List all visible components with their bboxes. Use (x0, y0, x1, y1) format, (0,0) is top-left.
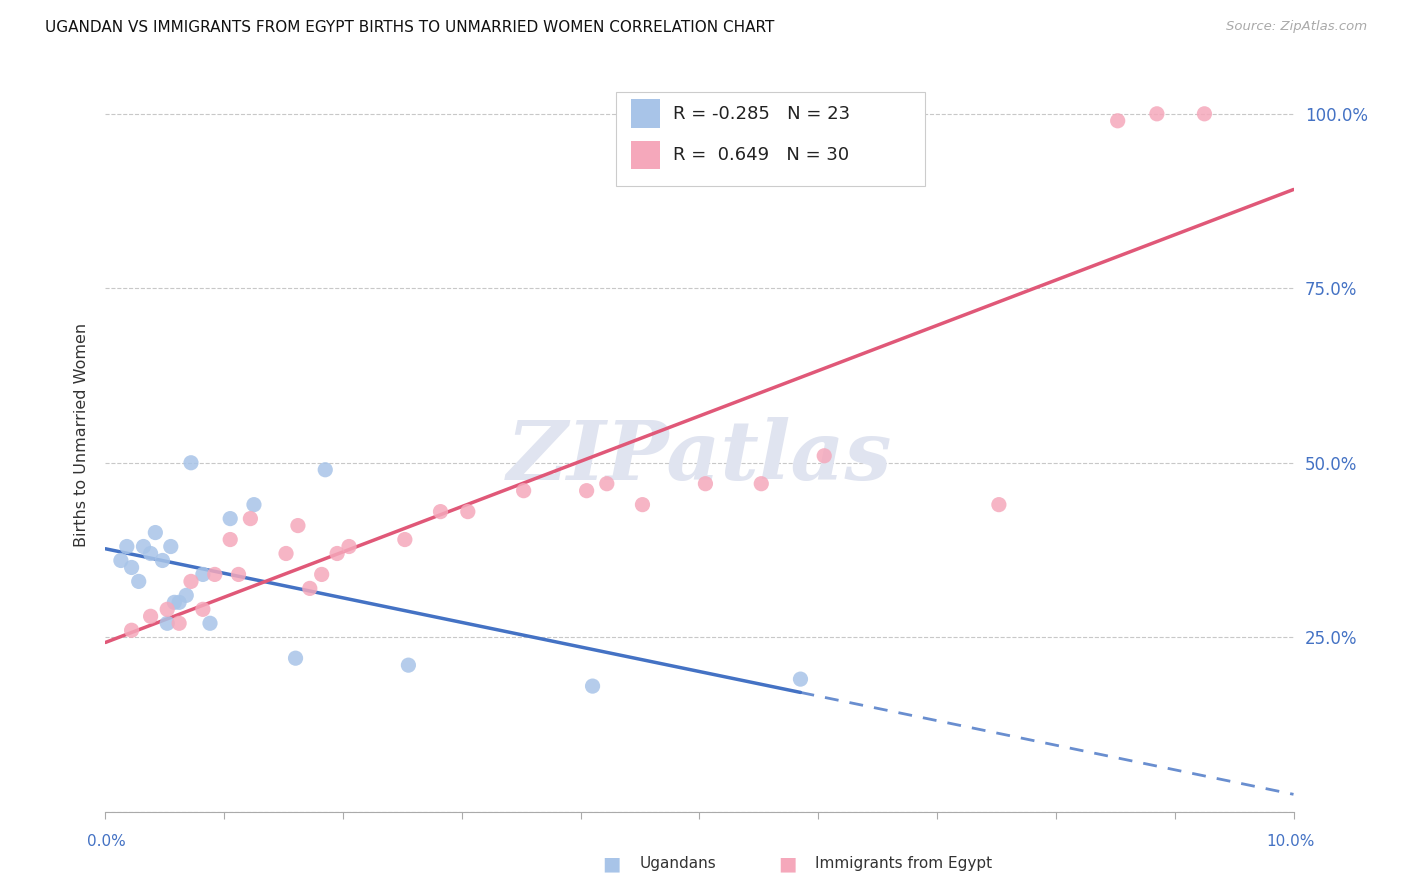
Point (152, 553, 174, 567)
Point (198, 616, 221, 631)
Point (239, 511, 262, 525)
Text: R = -0.285   N = 23: R = -0.285 N = 23 (673, 104, 851, 122)
Point (337, 540, 360, 554)
Text: ZIPatlas: ZIPatlas (506, 417, 893, 498)
Point (987, 498, 1010, 512)
Point (813, 449, 835, 463)
Point (581, 679, 603, 693)
Point (1146, 107, 1168, 121)
Text: ■: ■ (778, 854, 797, 873)
Point (143, 525, 166, 540)
Point (191, 602, 214, 616)
Point (394, 533, 416, 547)
Point (1194, 107, 1216, 121)
Y-axis label: Births to Unmarried Women: Births to Unmarried Women (73, 323, 89, 547)
Point (575, 483, 598, 498)
Point (156, 616, 179, 631)
Point (167, 616, 190, 631)
Point (128, 574, 150, 589)
Point (219, 533, 242, 547)
Point (429, 505, 451, 519)
Point (180, 574, 202, 589)
Bar (630, 99, 661, 128)
Point (596, 476, 619, 491)
Point (159, 540, 181, 554)
Point (191, 567, 214, 582)
Point (695, 476, 717, 491)
Point (204, 567, 226, 582)
Point (163, 595, 186, 609)
Point (121, 560, 143, 574)
Text: UGANDAN VS IMMIGRANTS FROM EGYPT BIRTHS TO UNMARRIED WOMEN CORRELATION CHART: UGANDAN VS IMMIGRANTS FROM EGYPT BIRTHS … (45, 20, 775, 35)
Text: ■: ■ (602, 854, 621, 873)
Point (243, 498, 266, 512)
Point (156, 602, 179, 616)
FancyBboxPatch shape (616, 92, 925, 186)
Point (457, 505, 479, 519)
Point (228, 567, 250, 582)
Point (314, 463, 336, 477)
Point (180, 456, 202, 470)
Point (512, 483, 534, 498)
Bar (630, 141, 661, 169)
Point (287, 518, 309, 533)
Text: 0.0%: 0.0% (87, 834, 127, 849)
Point (139, 609, 162, 624)
Text: 10.0%: 10.0% (1267, 834, 1315, 849)
Point (311, 567, 333, 582)
Point (121, 624, 143, 638)
Text: Ugandans: Ugandans (640, 856, 717, 871)
Point (219, 511, 242, 525)
Point (789, 672, 811, 686)
Point (631, 498, 654, 512)
Point (396, 658, 419, 673)
Point (167, 595, 190, 609)
Point (139, 547, 162, 561)
Point (274, 547, 297, 561)
Point (749, 476, 772, 491)
Point (174, 588, 197, 602)
Text: Source: ZipAtlas.com: Source: ZipAtlas.com (1226, 20, 1367, 33)
Point (110, 553, 132, 567)
Point (1107, 113, 1129, 128)
Point (132, 540, 155, 554)
Point (298, 582, 321, 596)
Point (326, 547, 349, 561)
Text: R =  0.649   N = 30: R = 0.649 N = 30 (673, 146, 849, 164)
Text: Immigrants from Egypt: Immigrants from Egypt (815, 856, 993, 871)
Point (284, 651, 307, 665)
Point (115, 540, 138, 554)
